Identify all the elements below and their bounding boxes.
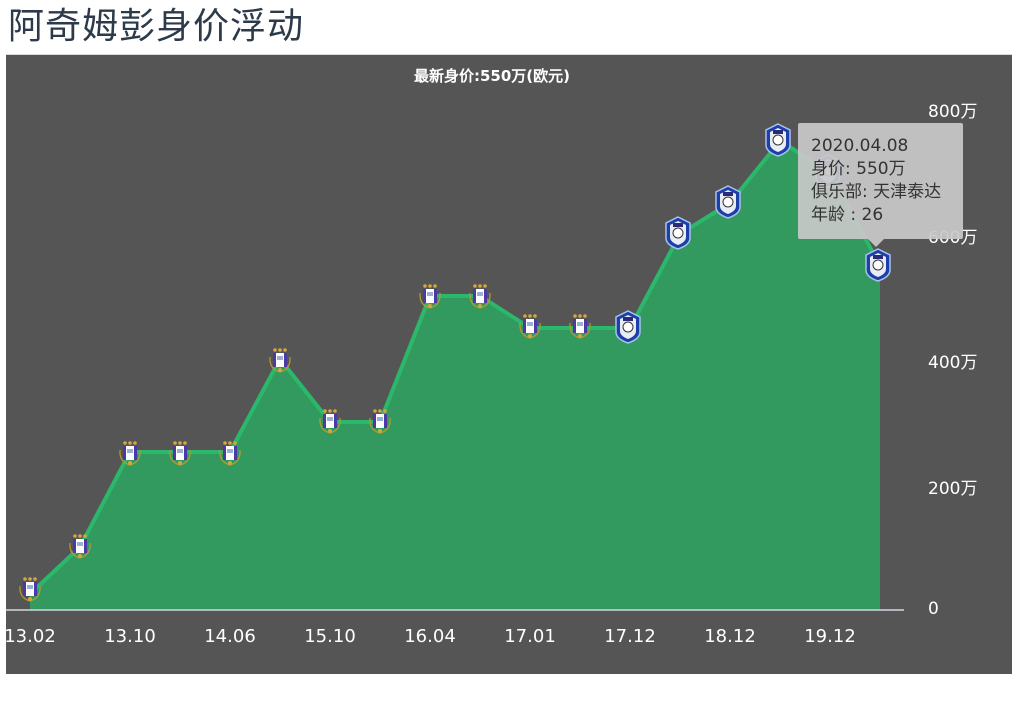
x-tick-label: 16.04 [404, 626, 456, 647]
marker-tianjin[interactable] [665, 216, 691, 250]
tooltip-club: 俱乐部: 天津泰达 [811, 182, 942, 202]
x-tick-label: 13.02 [4, 626, 56, 647]
x-tick-label: 14.06 [204, 626, 256, 647]
marker-tianjin[interactable] [765, 123, 791, 157]
y-tick-label: 200万 [928, 479, 978, 499]
y-tick-label: 0 [928, 599, 939, 619]
chart-title: 最新身价:550万(欧元) [413, 67, 571, 85]
market-value-chart: 最新身价:550万(欧元) 800万 600万 400万 200万 0 13.0… [4, 54, 1012, 674]
x-tick-label: 18.12 [704, 626, 756, 647]
x-tick-label: 17.01 [504, 626, 556, 647]
tooltip-value: 身价: 550万 [811, 159, 906, 179]
page-title: 阿奇姆彭身价浮动 [8, 6, 305, 47]
tooltip-age: 年龄 : 26 [811, 205, 884, 225]
x-tick-label: 19.12 [804, 626, 856, 647]
y-tick-label: 400万 [928, 353, 978, 373]
marker-tianjin[interactable] [715, 185, 741, 219]
marker-tianjin-active[interactable] [865, 248, 891, 282]
data-tooltip: 2020.04.08 身价: 550万 俱乐部: 天津泰达 年龄 : 26 [798, 123, 963, 247]
marker-tianjin[interactable] [615, 310, 641, 344]
marker-anderlecht[interactable] [269, 347, 291, 373]
x-tick-label: 13.10 [104, 626, 156, 647]
value-area [30, 141, 880, 610]
x-tick-label: 17.12 [604, 626, 656, 647]
y-tick-label: 800万 [928, 102, 978, 122]
chart-plot [6, 123, 904, 611]
tooltip-date: 2020.04.08 [811, 136, 909, 156]
x-tick-label: 15.10 [304, 626, 356, 647]
